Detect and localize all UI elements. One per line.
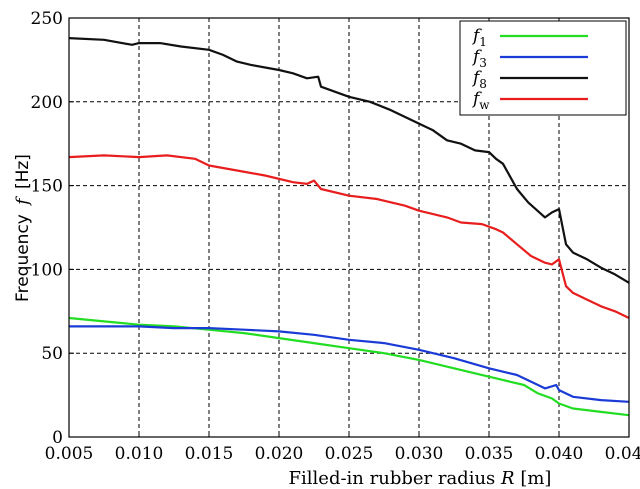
y-tick-label: 250 [31,9,63,29]
legend-subscript: w [479,98,490,112]
legend-symbol: f [471,26,482,46]
series-lines [68,37,630,417]
y-axis-label-symbol: f [13,196,33,207]
series-line-fw [68,154,630,319]
legend-label-f3: f3 [471,47,487,70]
x-tick-label: 0.035 [465,444,514,464]
x-axis-label-text: Filled-in rubber radius [289,468,496,489]
x-tick-label: 0.015 [185,444,234,464]
grid [69,18,629,437]
y-axis-label: Frequency f [Hz] [13,154,33,302]
series-line-f1 [68,316,630,417]
x-tick-label: 0.020 [255,444,304,464]
legend-subscript: 3 [479,56,487,70]
legend-subscript: 1 [479,35,487,49]
x-tick-label: 0.045 [605,444,640,464]
x-tick-label: 0.030 [395,444,444,464]
y-tick-label: 50 [41,344,63,364]
legend-subscript: 8 [479,77,487,91]
legend-symbol: f [471,68,482,88]
y-axis-label-text: Frequency [13,214,33,302]
y-tick-label: 100 [31,260,63,280]
y-tick-label: 150 [31,177,63,197]
y-tick-label: 200 [31,93,63,113]
x-tick-label: 0.025 [325,444,374,464]
x-axis-label-unit: [m] [520,468,551,489]
x-tick-label: 0.010 [115,444,164,464]
legend-label-f8: f8 [471,68,487,91]
y-axis-label-unit: [Hz] [13,154,33,189]
legend-label-fw: fw [471,89,490,112]
legend-label-f1: f1 [471,26,487,49]
x-axis-label: Filled-in rubber radius R [m] [289,468,552,489]
x-tick-label: 0.005 [45,444,94,464]
legend-symbol: f [471,89,482,109]
x-axis-label-symbol: R [500,468,515,489]
y-tick-label: 0 [52,428,63,448]
series-line-f3 [69,325,630,403]
x-tick-label: 0.040 [535,444,584,464]
legend-symbol: f [471,47,482,67]
tick-labels: 0.005 0.010 0.015 0.020 0.025 0.030 0.035 0.040… [31,9,640,464]
series-line-f8 [68,37,630,284]
